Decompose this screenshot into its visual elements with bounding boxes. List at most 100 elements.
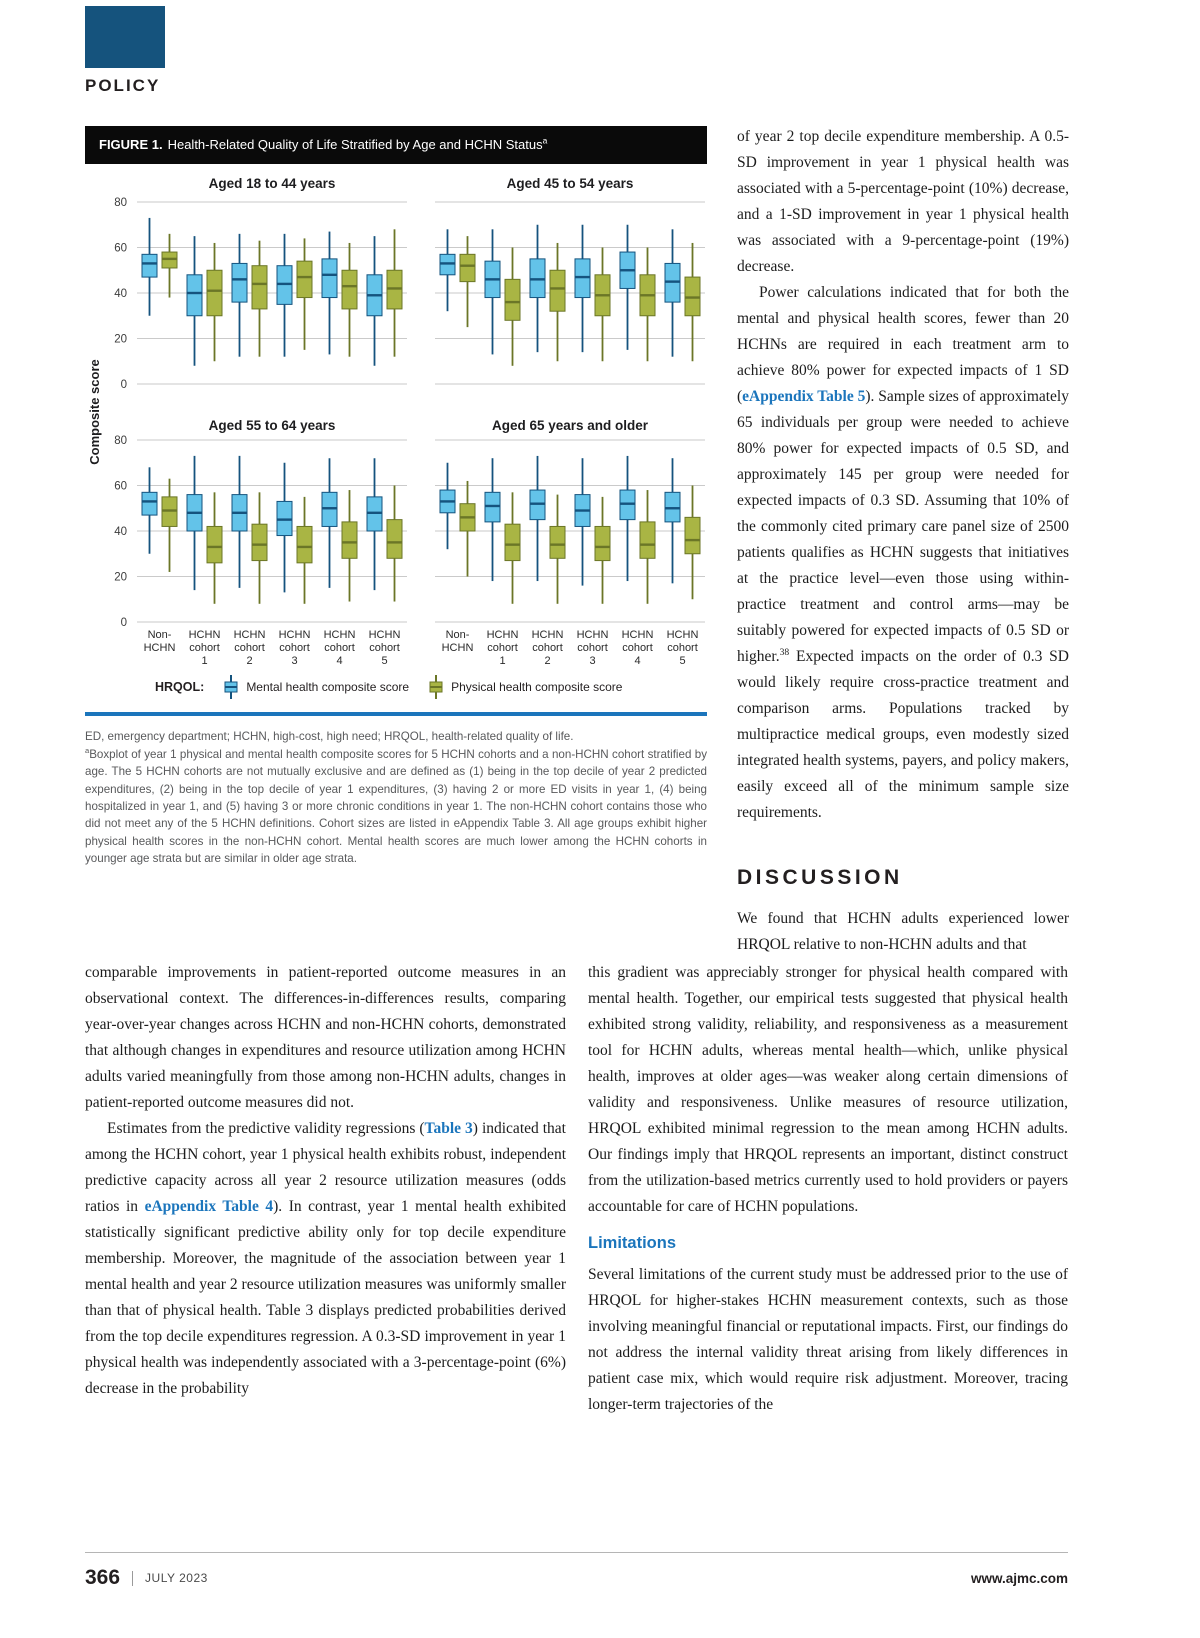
y-tick-label: 60 xyxy=(114,480,127,492)
panel-title: Aged 55 to 64 years xyxy=(209,418,336,433)
mental-boxplot-icon xyxy=(224,674,238,699)
x-category-label: 5 xyxy=(679,655,685,667)
box xyxy=(206,269,223,316)
issue-date: JULY 2023 xyxy=(145,1571,208,1585)
x-category-label: cohort xyxy=(622,642,653,654)
box xyxy=(639,520,656,559)
x-category-label: HCHN xyxy=(577,629,609,641)
y-tick-label: 20 xyxy=(114,571,127,583)
chart-panel-3: Aged 55 to 64 years020406080Non-HCHNHCHN… xyxy=(114,418,407,667)
x-category-label: HCHN xyxy=(279,629,311,641)
box xyxy=(386,518,403,559)
x-category-label: HCHN xyxy=(144,642,176,654)
paragraph-bottom-left-1: comparable improvements in patient-repor… xyxy=(85,964,566,1111)
chart-panel-4: Aged 65 years and olderNon-HCHNHCHNcohor… xyxy=(435,418,705,667)
y-tick-label: 0 xyxy=(121,379,127,391)
y-axis-title: Composite score xyxy=(87,359,102,464)
x-category-label: cohort xyxy=(577,642,608,654)
legend-item-physical: Physical health composite score xyxy=(429,674,622,700)
limitations-heading: Limitations xyxy=(588,1234,677,1252)
box xyxy=(141,491,158,516)
column-discussion-intro: We found that HCHN adults experienced lo… xyxy=(737,906,1069,958)
chart-panel-1: Aged 18 to 44 years 0 20 40 60 80 xyxy=(114,176,407,391)
box xyxy=(459,253,476,282)
box xyxy=(549,269,566,312)
inline-reference-link[interactable]: Table 3 xyxy=(424,1120,473,1137)
paragraph-top-right-2: Power calculations indicated that for bo… xyxy=(737,284,1069,821)
paragraph-discussion-intro: We found that HCHN adults experienced lo… xyxy=(737,910,1069,953)
column-top-right: of year 2 top decile expenditure members… xyxy=(737,124,1069,826)
x-category-label: Non- xyxy=(148,629,172,641)
box xyxy=(231,262,248,303)
x-category-label: 2 xyxy=(544,655,550,667)
panel-title: Aged 45 to 54 years xyxy=(507,176,634,191)
x-category-label: cohort xyxy=(487,642,518,654)
y-tick-label: 80 xyxy=(114,435,127,447)
page-footer: 366 JULY 2023 www.ajmc.com xyxy=(85,1552,1068,1590)
x-category-label: HCHN xyxy=(487,629,519,641)
x-category-label: cohort xyxy=(667,642,698,654)
y-tick-label: 40 xyxy=(114,526,127,538)
box xyxy=(251,523,268,561)
figure-legend: HRQOL: Mental health composite score Phy… xyxy=(85,674,707,700)
inline-reference-link[interactable]: eAppendix Table 4 xyxy=(144,1198,274,1215)
figure-caption: ED, emergency department; HCHN, high-cos… xyxy=(85,728,707,868)
legend-title: HRQOL: xyxy=(155,679,205,694)
journal-logo xyxy=(85,6,165,68)
page-number: 366 xyxy=(85,1566,121,1589)
x-category-label: cohort xyxy=(324,642,355,654)
physical-boxplot-icon xyxy=(429,674,443,699)
box xyxy=(341,269,358,310)
figure-1: FIGURE 1. Health-Related Quality of Life … xyxy=(85,126,707,868)
x-category-label: 1 xyxy=(499,655,505,667)
x-category-label: 4 xyxy=(336,655,342,667)
box xyxy=(549,525,566,559)
x-category-label: HCHN xyxy=(622,629,654,641)
journal-website-link[interactable]: www.ajmc.com xyxy=(970,1570,1068,1586)
inline-reference-link[interactable]: eAppendix Table 5 xyxy=(742,388,866,405)
x-category-label: HCHN xyxy=(442,642,474,654)
x-category-label: cohort xyxy=(532,642,563,654)
paragraph-top-right-1: of year 2 top decile expenditure members… xyxy=(737,128,1069,275)
x-category-label: 1 xyxy=(201,655,207,667)
caption-abbreviations: ED, emergency department; HCHN, high-cos… xyxy=(85,729,574,743)
box xyxy=(684,516,701,554)
box xyxy=(296,525,313,563)
section-label: POLICY xyxy=(85,76,161,95)
box xyxy=(141,253,158,278)
footer-divider xyxy=(132,1570,134,1586)
paragraph-bottom-left-2: Estimates from the predictive validity r… xyxy=(85,1120,566,1397)
x-category-label: 3 xyxy=(291,655,297,667)
legend-item-mental: Mental health composite score xyxy=(224,674,409,700)
legend-label-mental: Mental health composite score xyxy=(246,679,410,694)
column-bottom-left: comparable improvements in patient-repor… xyxy=(85,960,566,1402)
x-category-label: HCHN xyxy=(189,629,221,641)
box xyxy=(296,260,313,298)
box xyxy=(504,278,521,321)
x-category-label: HCHN xyxy=(667,629,699,641)
x-category-label: 2 xyxy=(246,655,252,667)
box xyxy=(251,264,268,310)
x-category-label: HCHN xyxy=(324,629,356,641)
y-tick-label: 80 xyxy=(114,197,127,209)
figure-title: Health-Related Quality of Life Stratifie… xyxy=(167,136,548,153)
x-category-label: HCHN xyxy=(369,629,401,641)
x-category-label: HCHN xyxy=(532,629,564,641)
x-category-label: HCHN xyxy=(234,629,266,641)
y-tick-label: 40 xyxy=(114,288,127,300)
panel-title: Aged 65 years and older xyxy=(492,418,649,433)
box xyxy=(341,520,358,559)
paragraph-bottom-right-2: Several limitations of the current study… xyxy=(588,1266,1068,1413)
x-category-label: cohort xyxy=(189,642,220,654)
x-category-label: 5 xyxy=(381,655,387,667)
y-tick-label: 20 xyxy=(114,333,127,345)
x-category-label: cohort xyxy=(234,642,265,654)
x-category-label: Non- xyxy=(446,629,470,641)
box xyxy=(186,273,203,316)
x-category-label: cohort xyxy=(279,642,310,654)
legend-label-physical: Physical health composite score xyxy=(451,679,623,694)
x-category-label: cohort xyxy=(369,642,400,654)
figure-label: FIGURE 1. xyxy=(99,137,163,153)
